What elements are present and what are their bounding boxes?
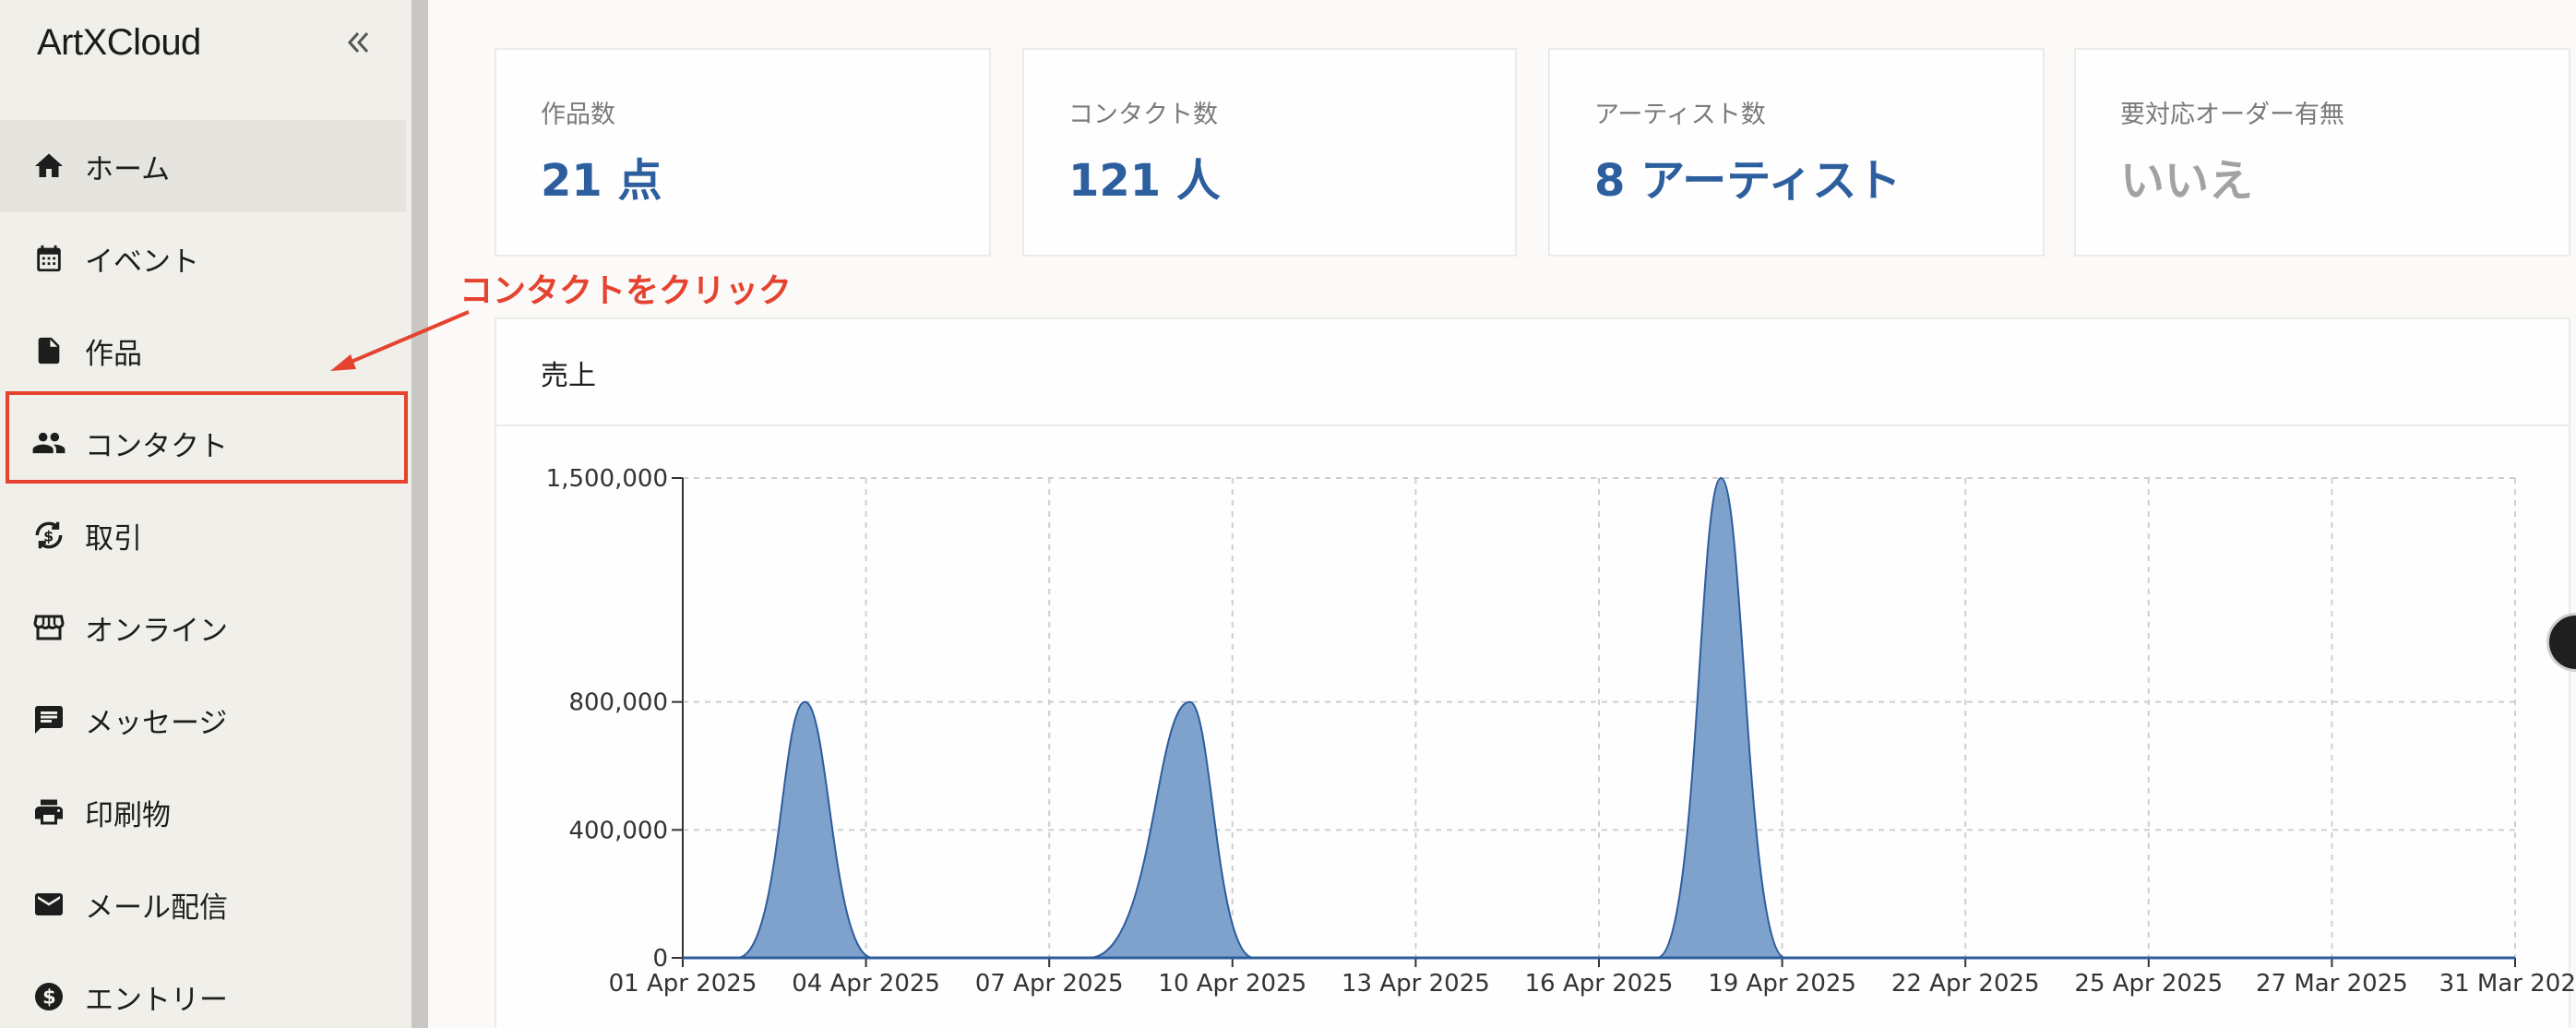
stat-value: 8 アーティスト xyxy=(1594,155,1902,207)
sidebar-divider[interactable] xyxy=(411,0,428,1028)
stat-label: アーティスト数 xyxy=(1594,101,1766,129)
sidebar-item-label: 印刷物 xyxy=(85,798,171,832)
home-icon xyxy=(31,149,66,184)
chart-x-tick-label: 07 Apr 2025 xyxy=(975,970,1124,998)
app-logo[interactable]: ArtXCloud xyxy=(37,22,201,63)
chart-y-tick-label: 800,000 xyxy=(568,689,668,717)
stat-value: 21 点 xyxy=(541,155,662,207)
sidebar-item-label: オンライン xyxy=(85,614,228,648)
chart-x-tick-label: 25 Apr 2025 xyxy=(2074,970,2223,998)
sidebar-item-label: エントリー xyxy=(85,983,228,1017)
stat-card-pending-orders: 要対応オーダー有無 いいえ xyxy=(2074,48,2570,257)
stat-value: いいえ xyxy=(2120,155,2254,207)
sidebar-item-label: ホーム xyxy=(85,152,171,186)
chart-x-tick-label: 13 Apr 2025 xyxy=(1342,970,1490,998)
currency-exchange-icon: $ xyxy=(31,518,66,553)
sidebar-item-label: メール配信 xyxy=(85,891,228,925)
calendar-icon xyxy=(31,241,66,276)
double-chevron-left-icon xyxy=(347,31,369,54)
stat-value: 121 人 xyxy=(1068,155,1221,207)
svg-text:$: $ xyxy=(42,986,56,1009)
chat-icon xyxy=(31,702,66,737)
sidebar-item-contacts[interactable]: コンタクト xyxy=(0,397,406,489)
sales-panel-title: 売上 xyxy=(541,360,596,392)
stat-card-artists: アーティスト数 8 アーティスト xyxy=(1548,48,2045,257)
chart-x-tick-label: 04 Apr 2025 xyxy=(792,970,940,998)
annotation-arrow-icon xyxy=(330,310,470,371)
chart-y-tick-label: 400,000 xyxy=(568,817,668,844)
sidebar-item-label: 取引 xyxy=(85,521,142,556)
printer-icon xyxy=(31,795,66,830)
chart-x-tick-label: 31 Mar 2025 xyxy=(2439,970,2576,998)
collapse-sidebar-button[interactable] xyxy=(340,24,376,61)
stat-label: コンタクト数 xyxy=(1068,101,1218,129)
sidebar-item-print[interactable]: 印刷物 xyxy=(0,766,406,858)
sidebar-item-label: イベント xyxy=(85,245,199,279)
sidebar-item-mail[interactable]: メール配信 xyxy=(0,858,406,950)
stat-card-contacts: コンタクト数 121 人 xyxy=(1022,48,1517,257)
sales-panel-header: 売上 xyxy=(496,319,2569,426)
chart-y-tick-label: 0 xyxy=(652,945,668,973)
chart-area-peak xyxy=(736,700,874,959)
sidebar-item-entry[interactable]: $ エントリー xyxy=(0,950,406,1028)
sidebar-item-label: コンタクト xyxy=(85,429,228,463)
stat-label: 要対応オーダー有無 xyxy=(2120,101,2344,129)
sidebar-item-label: 作品 xyxy=(85,337,142,371)
chart-x-tick-label: 19 Apr 2025 xyxy=(1708,970,1856,998)
storefront-icon xyxy=(31,610,66,645)
stat-card-works: 作品数 21 点 xyxy=(495,48,991,257)
annotation-label: コンタクトをクリック xyxy=(459,272,793,310)
sidebar: ArtXCloud ホーム イベント xyxy=(0,0,411,1028)
sidebar-item-messages[interactable]: メッセージ xyxy=(0,674,406,766)
chart-area-peak xyxy=(1089,700,1255,959)
sidebar-item-home[interactable]: ホーム xyxy=(0,120,406,212)
stat-label: 作品数 xyxy=(541,101,615,129)
document-icon xyxy=(31,333,66,368)
dollar-circle-icon: $ xyxy=(31,979,66,1014)
people-icon xyxy=(31,425,66,460)
sidebar-item-label: メッセージ xyxy=(85,706,228,740)
sidebar-nav: ホーム イベント 作品 コンタクト xyxy=(0,120,406,1028)
chart-y-tick-label: 1,500,000 xyxy=(546,465,668,493)
mail-icon xyxy=(31,887,66,922)
sidebar-item-transactions[interactable]: $ 取引 xyxy=(0,489,406,581)
chart-x-tick-label: 27 Mar 2025 xyxy=(2256,970,2408,998)
chart-x-tick-label: 10 Apr 2025 xyxy=(1158,970,1306,998)
chart-x-tick-label: 22 Apr 2025 xyxy=(1891,970,2040,998)
chart-area-peak xyxy=(1656,476,1786,959)
chart-x-tick-label: 01 Apr 2025 xyxy=(609,970,757,998)
sidebar-item-online[interactable]: オンライン xyxy=(0,581,406,674)
sidebar-item-events[interactable]: イベント xyxy=(0,212,406,305)
svg-text:$: $ xyxy=(43,527,54,544)
chart-x-tick-label: 16 Apr 2025 xyxy=(1525,970,1674,998)
sidebar-item-works[interactable]: 作品 xyxy=(0,305,406,397)
